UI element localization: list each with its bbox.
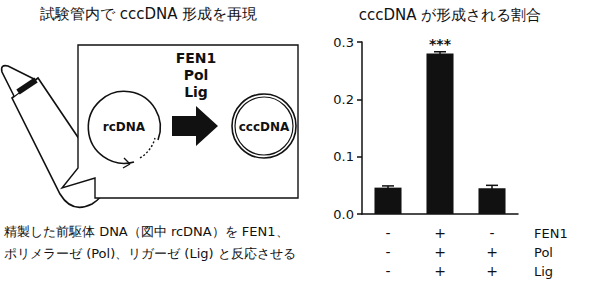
svg-text:+: +: [434, 244, 446, 260]
svg-text:cccDNA が形成される割合: cccDNA が形成される割合: [359, 6, 542, 24]
svg-text:cccDNA: cccDNA: [239, 120, 290, 134]
svg-text:+: +: [486, 244, 498, 260]
svg-text:***: ***: [429, 36, 452, 52]
svg-text:ポリメラーゼ (Pol)、リガーゼ (Lig) と反応させる: ポリメラーゼ (Pol)、リガーゼ (Lig) と反応させる: [4, 246, 296, 261]
svg-text:0.0: 0.0: [333, 207, 354, 222]
svg-text:0.3: 0.3: [333, 35, 354, 50]
svg-text:-: -: [385, 244, 390, 260]
svg-text:Lig: Lig: [184, 84, 208, 100]
svg-text:0.2: 0.2: [333, 92, 354, 107]
svg-text:Lig: Lig: [534, 264, 553, 279]
svg-text:+: +: [486, 263, 498, 279]
svg-text:-: -: [385, 225, 390, 241]
svg-text:-: -: [385, 263, 390, 279]
svg-text:FEN1: FEN1: [534, 226, 568, 241]
svg-text:-: -: [489, 225, 494, 241]
svg-text:試験管内で cccDNA 形成を再現: 試験管内で cccDNA 形成を再現: [40, 5, 257, 23]
svg-text:Pol: Pol: [534, 245, 553, 260]
svg-text:FEN1: FEN1: [176, 50, 217, 66]
svg-text:精製した前駆体 DNA（図中 rcDNA）を FEN1、: 精製した前駆体 DNA（図中 rcDNA）を FEN1、: [4, 224, 289, 239]
svg-text:Pol: Pol: [184, 67, 209, 83]
svg-text:rcDNA: rcDNA: [103, 120, 146, 134]
svg-text:0.1: 0.1: [333, 149, 354, 164]
svg-text:+: +: [434, 263, 446, 279]
svg-text:+: +: [434, 225, 446, 241]
